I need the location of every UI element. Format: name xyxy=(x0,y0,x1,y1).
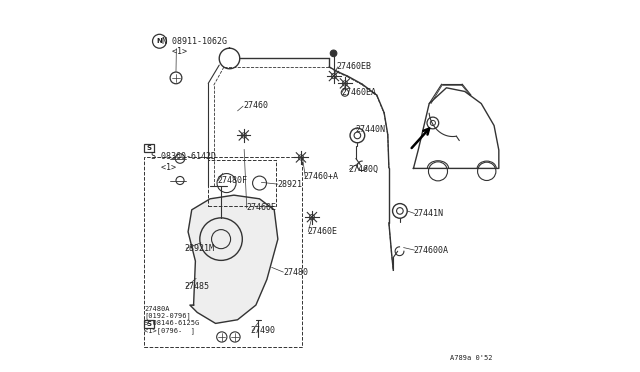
Bar xyxy=(144,157,301,347)
Text: 27480A
[0192-0796]
S 08146-6125G
<1>[0796-  ]: 27480A [0192-0796] S 08146-6125G <1>[079… xyxy=(144,305,199,334)
Text: 27480F: 27480F xyxy=(218,176,248,185)
Text: 27460E: 27460E xyxy=(246,203,276,212)
Text: 27490: 27490 xyxy=(250,326,275,335)
Circle shape xyxy=(330,50,337,57)
Text: N 08911-1062G
  <1>: N 08911-1062G <1> xyxy=(163,37,227,57)
Text: 28921: 28921 xyxy=(278,180,303,189)
Text: 27460E: 27460E xyxy=(307,227,337,236)
Text: S: S xyxy=(147,321,152,327)
Bar xyxy=(144,144,154,152)
Text: S: S xyxy=(147,145,152,151)
Text: 27480: 27480 xyxy=(284,267,308,277)
Text: A789a 0'52: A789a 0'52 xyxy=(450,355,493,361)
Text: 274600A: 274600A xyxy=(413,246,449,254)
Bar xyxy=(208,160,276,206)
Text: S 08360-6142D
  <1>: S 08360-6142D <1> xyxy=(152,153,216,172)
Text: 27440N: 27440N xyxy=(356,125,386,134)
Text: 27460+A: 27460+A xyxy=(303,172,339,181)
Text: 27460Q: 27460Q xyxy=(349,165,379,174)
Text: 27460: 27460 xyxy=(243,101,268,110)
Text: 28921M: 28921M xyxy=(184,244,214,253)
Text: 27485: 27485 xyxy=(184,282,209,291)
Polygon shape xyxy=(188,195,278,323)
Text: 27460EB: 27460EB xyxy=(337,62,371,71)
Bar xyxy=(144,320,154,328)
Text: 27441N: 27441N xyxy=(413,209,444,218)
Text: 27460EA: 27460EA xyxy=(341,88,376,97)
Text: N: N xyxy=(157,38,163,44)
